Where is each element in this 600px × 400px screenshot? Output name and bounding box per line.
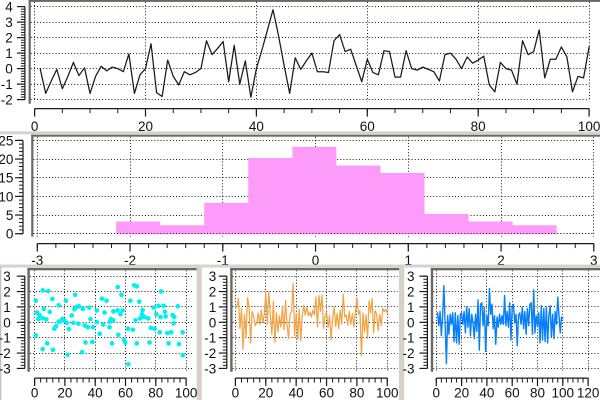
svg-text:0: 0: [6, 227, 14, 242]
svg-text:1: 1: [3, 300, 11, 315]
svg-text:20: 20: [454, 386, 469, 400]
svg-text:60: 60: [319, 386, 334, 400]
svg-text:5: 5: [6, 208, 14, 223]
svg-text:3: 3: [5, 15, 13, 30]
svg-text:100: 100: [552, 386, 575, 400]
svg-text:3: 3: [590, 253, 598, 268]
svg-text:0: 0: [407, 315, 415, 330]
svg-text:-3: -3: [31, 253, 43, 268]
svg-text:80: 80: [530, 386, 545, 400]
svg-text:20: 20: [57, 386, 72, 400]
svg-text:100: 100: [376, 386, 399, 400]
svg-text:2: 2: [5, 31, 13, 46]
svg-text:60: 60: [360, 119, 375, 134]
svg-text:2: 2: [209, 285, 217, 300]
svg-text:1: 1: [5, 46, 13, 61]
svg-text:120: 120: [577, 386, 600, 400]
svg-text:-3: -3: [402, 361, 414, 376]
svg-text:-1: -1: [1, 77, 13, 92]
svg-text:0: 0: [312, 253, 320, 268]
svg-text:-3: -3: [0, 361, 11, 376]
svg-text:-1: -1: [0, 331, 11, 346]
svg-text:0: 0: [3, 315, 11, 330]
svg-text:-3: -3: [204, 361, 216, 376]
svg-text:10: 10: [0, 189, 13, 204]
svg-text:2: 2: [497, 253, 505, 268]
svg-text:0: 0: [31, 386, 39, 400]
svg-text:20: 20: [138, 119, 153, 134]
svg-text:4: 4: [5, 0, 13, 15]
svg-text:100: 100: [578, 119, 600, 134]
svg-text:60: 60: [118, 386, 133, 400]
svg-text:100: 100: [175, 386, 198, 400]
svg-text:3: 3: [407, 269, 415, 284]
svg-text:80: 80: [148, 386, 163, 400]
svg-text:60: 60: [505, 386, 520, 400]
svg-text:3: 3: [3, 269, 11, 284]
svg-text:80: 80: [349, 386, 364, 400]
svg-text:1: 1: [209, 300, 217, 315]
svg-text:3: 3: [209, 269, 217, 284]
svg-text:20: 20: [0, 152, 13, 167]
svg-text:-2: -2: [0, 346, 11, 361]
svg-text:25: 25: [0, 133, 13, 148]
svg-text:-2: -2: [1, 93, 13, 108]
svg-text:-1: -1: [204, 331, 216, 346]
svg-text:0: 0: [31, 119, 39, 134]
svg-text:0: 0: [232, 386, 240, 400]
svg-text:-2: -2: [402, 346, 414, 361]
svg-text:40: 40: [289, 386, 304, 400]
svg-text:40: 40: [88, 386, 103, 400]
svg-text:-2: -2: [124, 253, 136, 268]
svg-text:-1: -1: [217, 253, 229, 268]
svg-text:40: 40: [249, 119, 264, 134]
svg-text:15: 15: [0, 171, 13, 186]
svg-text:1: 1: [405, 253, 413, 268]
svg-text:1: 1: [407, 300, 415, 315]
svg-text:-1: -1: [402, 331, 414, 346]
svg-text:0: 0: [209, 315, 217, 330]
svg-text:-2: -2: [204, 346, 216, 361]
svg-text:20: 20: [258, 386, 273, 400]
svg-text:0: 0: [433, 386, 441, 400]
svg-text:0: 0: [5, 62, 13, 77]
svg-text:2: 2: [3, 285, 11, 300]
svg-text:40: 40: [479, 386, 494, 400]
svg-text:80: 80: [471, 119, 486, 134]
svg-text:2: 2: [407, 285, 415, 300]
